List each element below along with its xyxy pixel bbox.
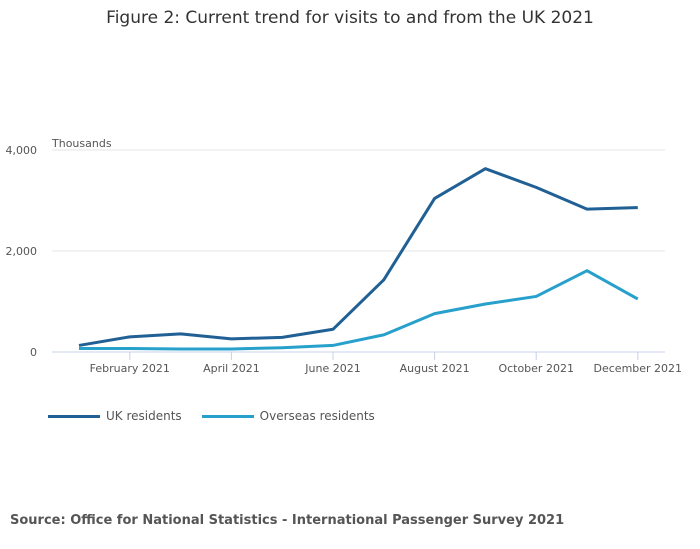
x-tick-label: October 2021 <box>498 362 574 375</box>
series-line-overseas-residents <box>79 269 639 351</box>
chart-plot: Thousands 0 2,000 4,000 February 2021 April … <box>6 137 683 375</box>
x-tick-label: August 2021 <box>400 362 470 375</box>
source-note: Source: Office for National Statistics -… <box>10 513 565 528</box>
x-tick-label: April 2021 <box>203 362 260 375</box>
legend-label-overseas: Overseas residents <box>259 409 375 423</box>
y-tick-label: 4,000 <box>6 144 38 157</box>
legend-item-uk: UK residents <box>48 409 182 423</box>
legend-swatch-overseas <box>201 414 254 418</box>
legend: UK residents Overseas residents <box>48 409 375 423</box>
y-tick-label: 0 <box>30 346 37 359</box>
x-tick-label: June 2021 <box>304 362 360 375</box>
legend-label-uk: UK residents <box>106 409 182 423</box>
chart-title: Figure 2: Current trend for visits to an… <box>106 8 594 28</box>
x-tick-label: February 2021 <box>90 362 170 375</box>
legend-item-overseas: Overseas residents <box>201 409 375 423</box>
legend-swatch-uk <box>48 414 100 418</box>
x-tick-label: December 2021 <box>594 362 683 375</box>
y-tick-label: 2,000 <box>6 245 38 258</box>
series-line-uk-residents <box>78 167 638 347</box>
y-axis-label: Thousands <box>51 137 112 150</box>
